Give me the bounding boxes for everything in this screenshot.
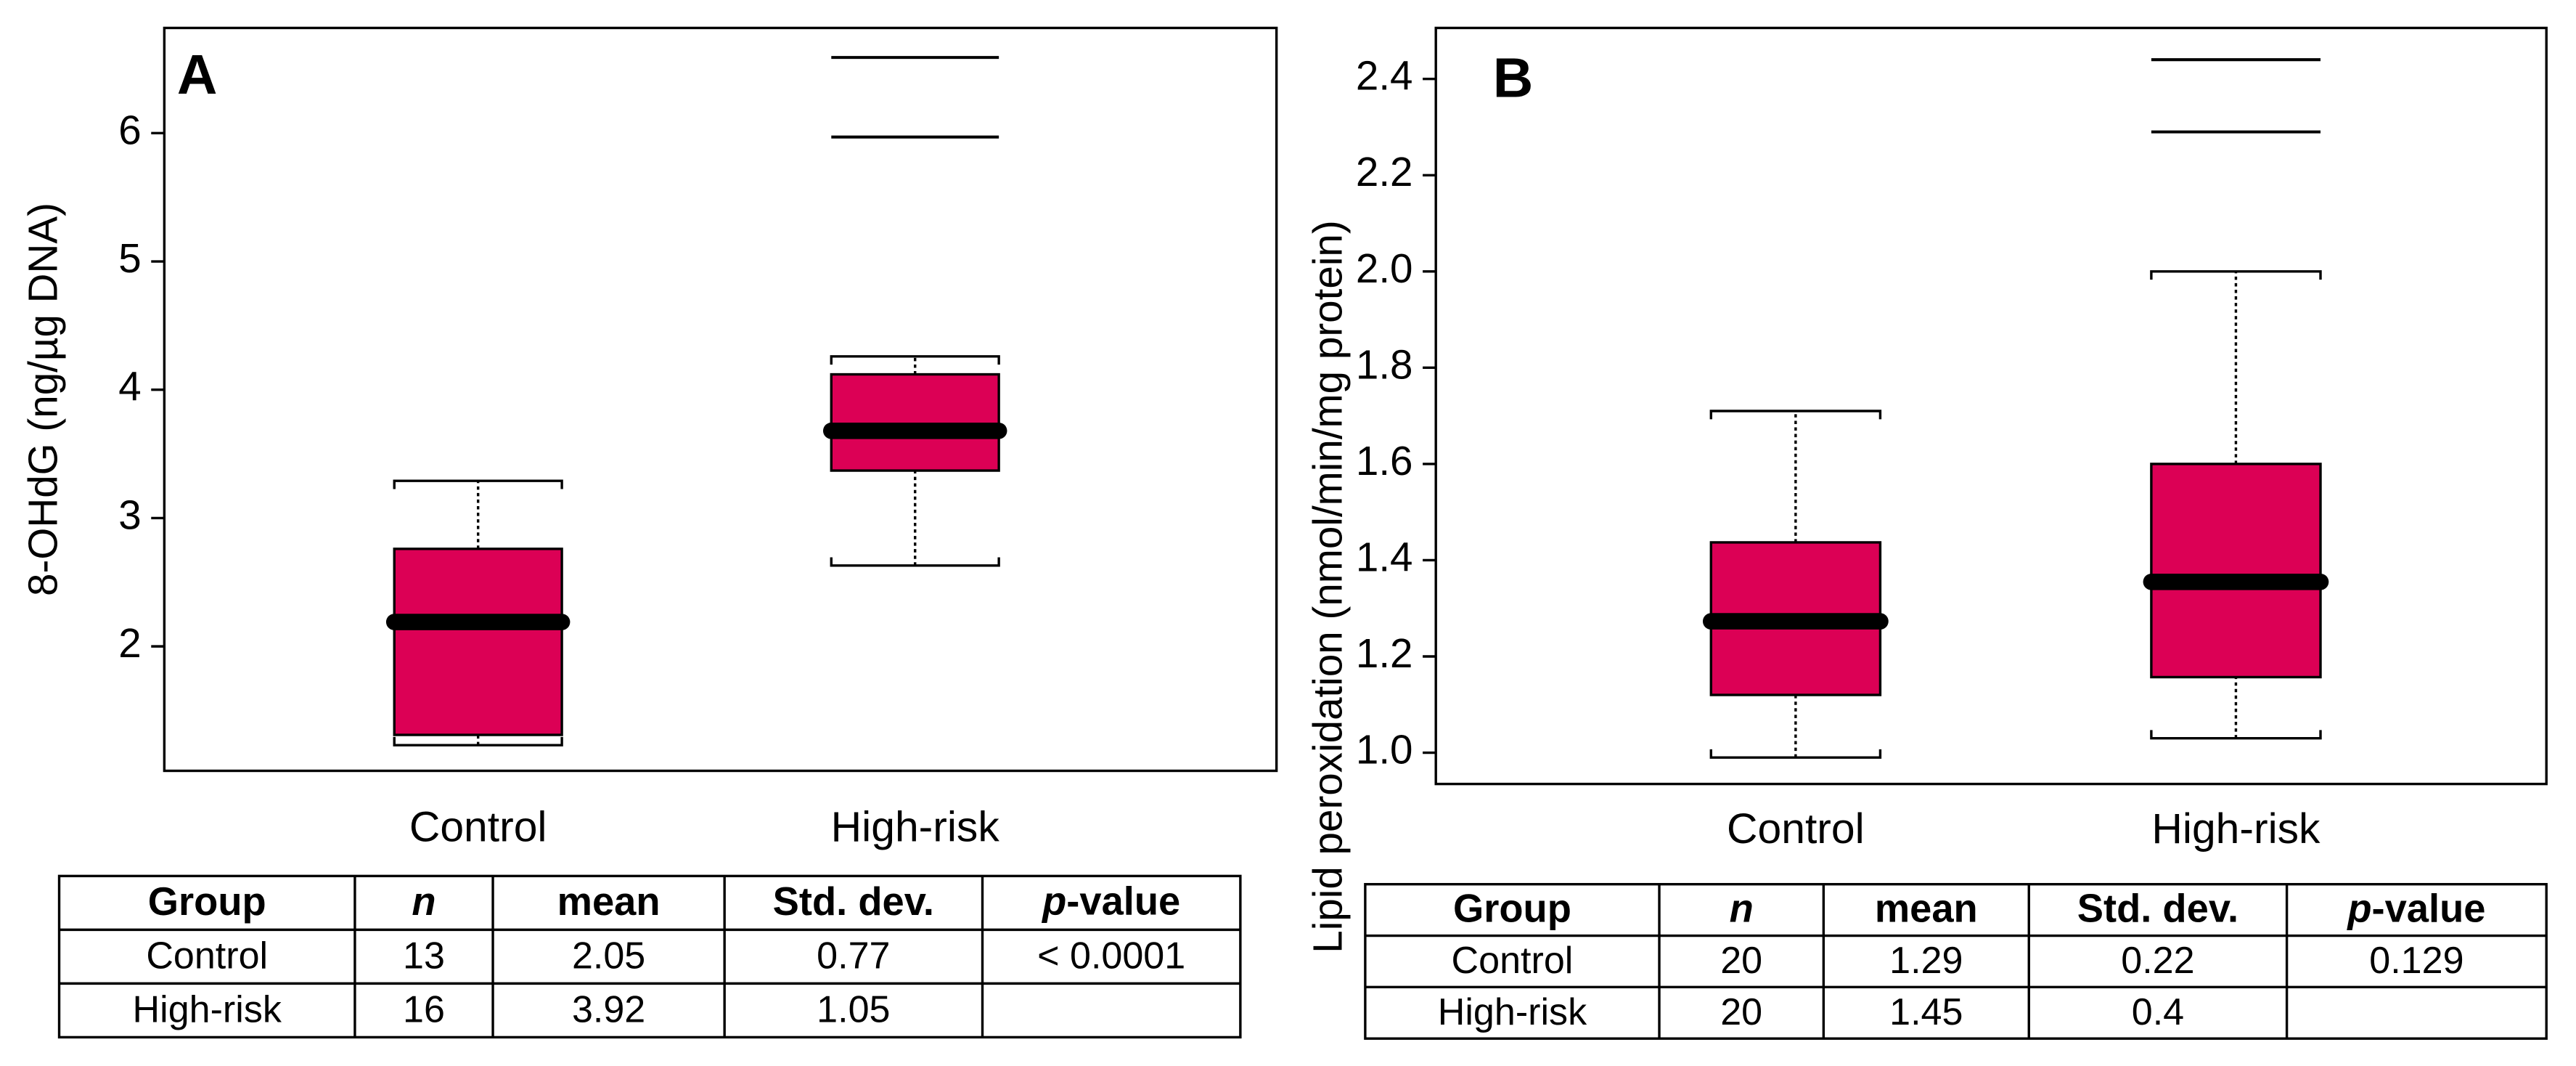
y-tick-label: 1.4 — [1356, 534, 1413, 579]
box — [393, 548, 563, 736]
table-cell: 0.4 — [2132, 991, 2184, 1033]
rest-part: -value — [2372, 887, 2486, 931]
y-tick-label: 4 — [118, 364, 141, 410]
y-tick-label: 1.8 — [1356, 341, 1413, 387]
plot-frame — [163, 26, 1278, 773]
table-header: Group — [148, 879, 266, 924]
plot-frame — [1434, 26, 2548, 786]
box — [830, 373, 1000, 472]
table-header: Std. dev. — [773, 879, 934, 924]
table-cell: 0.129 — [2369, 940, 2463, 982]
y-tick-label: 1.6 — [1356, 438, 1413, 484]
y-tick-label: 6 — [118, 107, 141, 152]
whisker-cap — [830, 355, 1000, 365]
table-header: Std. dev. — [2077, 887, 2238, 931]
table-cell: 16 — [403, 988, 445, 1030]
table-cell: High-risk — [133, 988, 282, 1030]
table-cell: 3.92 — [572, 988, 645, 1030]
whisker-cap — [393, 479, 563, 489]
table-cell: 1.29 — [1889, 940, 1963, 982]
y-tick-label: 2.0 — [1356, 245, 1413, 291]
table-cell: 20 — [1720, 991, 1762, 1033]
table-frame — [1364, 882, 2548, 1040]
table-cell: 1.05 — [817, 988, 890, 1030]
table-header: mean — [557, 879, 661, 924]
table-cell: 0.77 — [817, 935, 890, 977]
whisker-cap — [830, 557, 1000, 567]
table-cell: 2.05 — [572, 935, 645, 977]
table-header: p-value — [1041, 879, 1180, 924]
italic-part: p — [1041, 879, 1066, 924]
table-cell: Control — [146, 935, 268, 977]
y-tick-label: 1.2 — [1356, 630, 1413, 676]
table-cell: 0.22 — [2121, 940, 2194, 982]
table-header: mean — [1875, 887, 1978, 931]
table-cell: Control — [1452, 940, 1574, 982]
panel-label: A — [177, 44, 218, 106]
table-cell: 13 — [403, 935, 445, 977]
y-tick-label: 1.0 — [1356, 726, 1413, 772]
box — [2150, 463, 2322, 679]
table-header: n — [412, 879, 436, 924]
y-axis-label: Lipid peroxidation (nmol/min/mg protein) — [1304, 220, 1350, 953]
y-tick-label: 3 — [118, 492, 141, 537]
whisker-cap — [1709, 749, 1882, 759]
table-cell: 20 — [1720, 940, 1762, 982]
table-header: p-value — [2346, 887, 2485, 931]
y-tick-label: 2.4 — [1356, 53, 1413, 99]
whisker-cap — [393, 736, 563, 746]
table-header: Group — [1453, 887, 1571, 931]
table-cell: High-risk — [1438, 991, 1587, 1033]
table-header: n — [1730, 887, 1754, 931]
whisker-cap — [1709, 410, 1882, 420]
panel-label: B — [1493, 46, 1534, 109]
x-tick-label: High-risk — [2151, 805, 2321, 853]
x-tick-label: Control — [409, 804, 547, 851]
italic-part: p — [2346, 887, 2371, 931]
y-tick-label: 2 — [118, 620, 141, 666]
table-cell: 1.45 — [1889, 991, 1963, 1033]
whisker-cap — [2150, 730, 2322, 740]
y-tick-label: 5 — [118, 235, 141, 281]
y-tick-label: 2.2 — [1356, 149, 1413, 195]
x-tick-label: Control — [1727, 805, 1865, 853]
x-tick-label: High-risk — [831, 804, 1000, 851]
whisker-cap — [2150, 270, 2322, 280]
y-axis-label: 8-OHdG (ng/µg DNA) — [20, 203, 65, 596]
table-cell: < 0.0001 — [1037, 935, 1185, 977]
rest-part: -value — [1066, 879, 1180, 924]
table-frame — [57, 874, 1242, 1039]
